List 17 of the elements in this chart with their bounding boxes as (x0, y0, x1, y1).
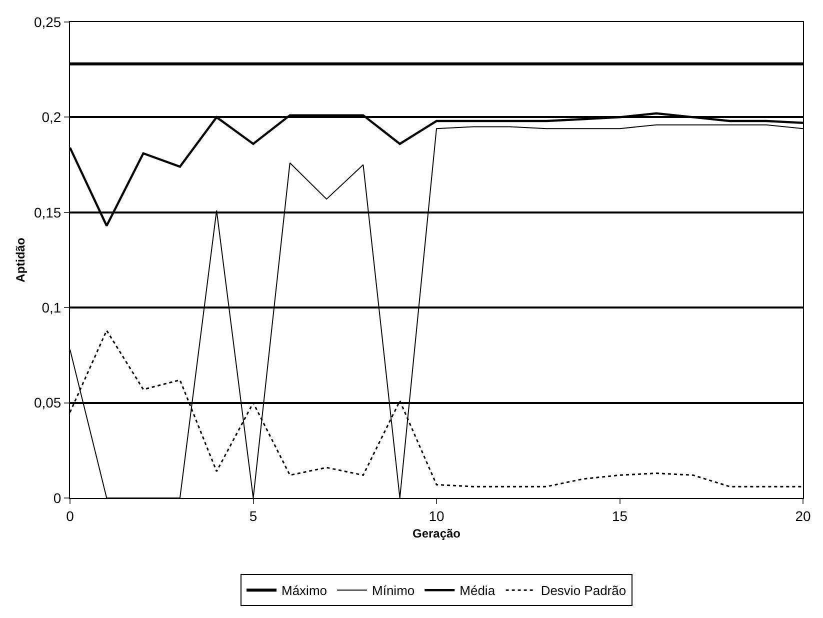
x-tick-label: 5 (249, 508, 258, 524)
x-tick-label: 15 (612, 508, 628, 524)
y-axis-title: Aptidão (13, 238, 28, 282)
legend-label: Média (460, 583, 496, 598)
legend-label: Desvio Padrão (540, 583, 626, 598)
y-tick-label: 0,2 (42, 109, 62, 126)
x-tick-label: 20 (795, 508, 811, 524)
x-axis-title: Geração (412, 526, 461, 541)
y-tick-label: 0,15 (34, 204, 62, 220)
y-tick-label: 0,05 (34, 394, 62, 411)
x-tick-label: 0 (66, 508, 74, 524)
y-tick-label: 0 (53, 490, 62, 506)
legend-label: Máximo (282, 583, 328, 598)
x-tick-label: 10 (428, 508, 444, 524)
y-tick-label: 0,25 (34, 14, 62, 30)
y-tick-label: 0,1 (42, 300, 62, 316)
legend-label: Mínimo (372, 583, 415, 598)
